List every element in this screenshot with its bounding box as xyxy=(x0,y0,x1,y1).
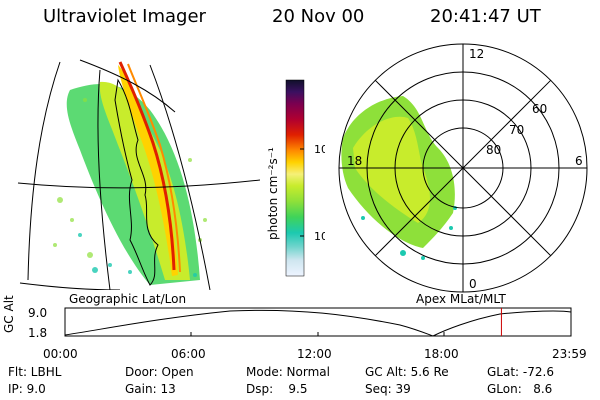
polar-spokes xyxy=(339,44,587,292)
speckle-cyan xyxy=(78,233,197,277)
lat-label-70: 70 xyxy=(509,123,524,137)
colorbar: 100 10 photon cm⁻²s⁻¹ xyxy=(266,79,325,277)
filter-readout: Flt: LBHL xyxy=(8,365,62,379)
polar-emission-inner xyxy=(353,116,430,223)
polar-mlt-plot: 12 6 0 18 60 70 80 xyxy=(338,43,588,293)
time-tick-2359: 23:59 xyxy=(552,347,587,361)
time-tick-1800: 18:00 xyxy=(424,347,459,361)
time-tick-1200: 12:00 xyxy=(297,347,332,361)
mlt-label-18: 18 xyxy=(347,154,362,168)
altitude-curve xyxy=(64,309,572,337)
date-label: 20 Nov 00 xyxy=(272,6,365,27)
left-panel-caption: Geographic Lat/Lon xyxy=(69,292,187,306)
mlt-label-6: 6 xyxy=(575,154,583,168)
colorbar-scale xyxy=(285,79,305,277)
time-tick-0000: 00:00 xyxy=(43,347,78,361)
time-label: 20:41:47 UT xyxy=(430,6,541,27)
mode-readout: Mode: Normal xyxy=(246,365,330,379)
altitude-strip-plot xyxy=(64,307,572,337)
dsp-readout: Dsp: 9.5 xyxy=(246,382,308,396)
time-tick-0600: 06:00 xyxy=(171,347,206,361)
coastline xyxy=(114,78,159,286)
mlt-label-0: 0 xyxy=(469,277,477,291)
ip-readout: IP: 9.0 xyxy=(8,382,46,396)
lat-label-80: 80 xyxy=(486,143,501,157)
instrument-title: Ultraviolet Imager xyxy=(43,6,206,27)
right-panel-caption: Apex MLat/MLT xyxy=(416,292,506,306)
time-axis-ticks xyxy=(64,332,572,336)
door-readout: Door: Open xyxy=(125,365,194,379)
emission-speckle xyxy=(53,98,207,258)
colorbar-tick-label-100: 100 xyxy=(314,143,325,156)
mlt-label-12: 12 xyxy=(469,47,484,61)
altitude-ymax-label: 9.0 xyxy=(28,306,48,320)
colorbar-label: photon cm⁻²s⁻¹ xyxy=(266,147,280,240)
colorbar-tick-label-10: 10 xyxy=(314,230,325,243)
glon-readout: GLon: 8.6 xyxy=(487,382,553,396)
geographic-image-panel xyxy=(17,59,260,290)
gc-alt-readout: GC Alt: 5.6 Re xyxy=(365,365,449,379)
geographic-grid xyxy=(17,59,260,290)
altitude-ymin-label: 1.8 xyxy=(28,326,48,340)
auroral-arc-edge xyxy=(127,63,181,273)
seq-readout: Seq: 39 xyxy=(365,382,411,396)
lat-label-60: 60 xyxy=(532,102,547,116)
gain-readout: Gain: 13 xyxy=(125,382,176,396)
altitude-plot-frame xyxy=(64,307,572,337)
glat-readout: GLat: -72.6 xyxy=(487,365,554,379)
